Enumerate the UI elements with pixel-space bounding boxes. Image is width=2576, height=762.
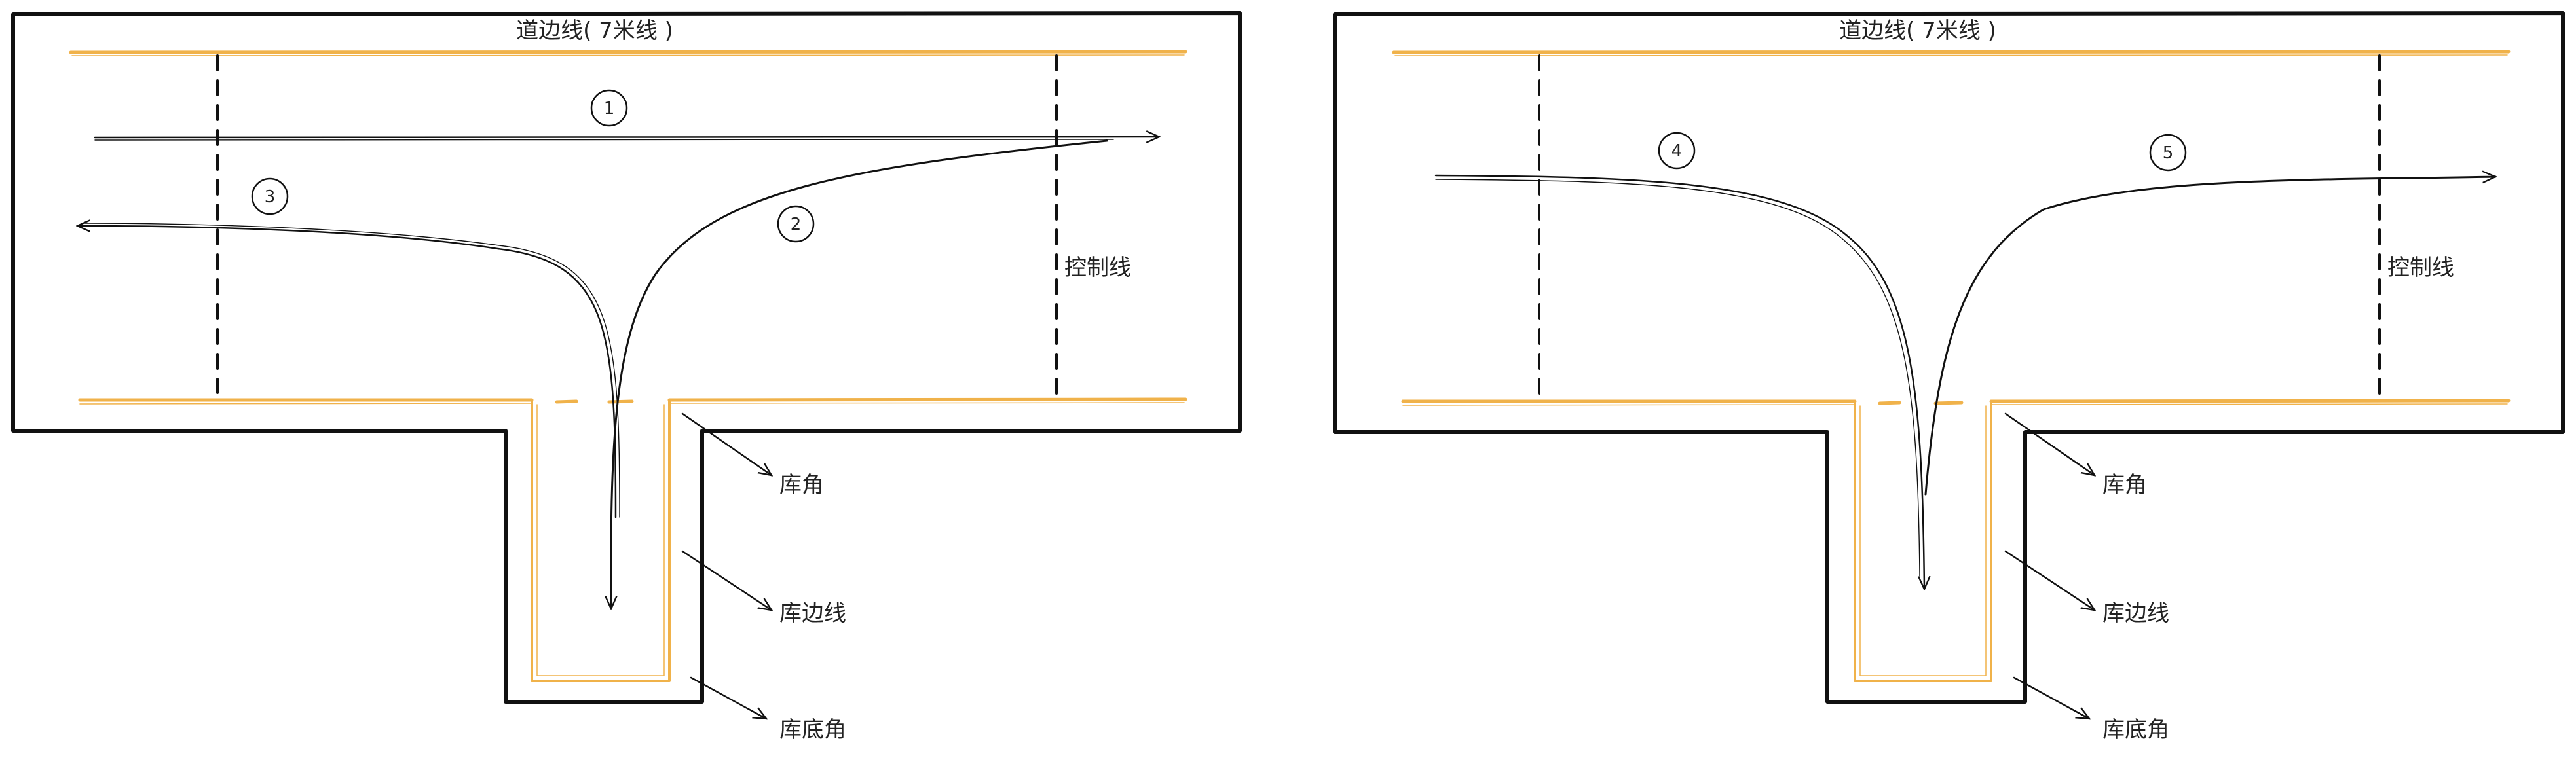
right-garage-bottom-corner-pointer (2013, 676, 2089, 719)
left-route-2 (611, 139, 1108, 609)
left-garage-bottom-corner-label: 库底角 (779, 717, 846, 743)
right-diagram: 4 5 道边线( 7米线 ) 控制线 库角 库边线 库底角 (1333, 11, 2565, 743)
svg-text:3: 3 (265, 187, 276, 207)
left-garage-edge-label: 库边线 (779, 600, 846, 626)
right-garage-corner-pointer (2004, 412, 2095, 475)
right-garage-bottom-corner-label: 库底角 (2102, 717, 2169, 743)
right-road-edge-label: 道边线( 7米线 ) (1839, 18, 1996, 44)
right-control-line-label: 控制线 (2387, 255, 2454, 281)
left-garage-bottom-corner-pointer (690, 676, 766, 719)
left-road-edge-label: 道边线( 7米线 ) (516, 18, 673, 44)
right-route-4 (1434, 174, 1924, 589)
right-route-marker-4: 4 (1658, 132, 1696, 170)
left-diagram: 1 2 3 道边线( 7米线 ) 控制线 库角 库边线 库底角 (11, 11, 1242, 743)
right-road-outline (1333, 11, 2565, 704)
right-garage-edge-pointer (2004, 550, 2095, 610)
left-garage-corner-pointer (681, 412, 772, 475)
right-route-5 (1924, 177, 2495, 496)
right-route-marker-5: 5 (2149, 134, 2187, 172)
left-road-edge-line-bottom (78, 397, 1187, 402)
left-route-3 (77, 226, 617, 518)
left-route-marker-1: 1 (590, 89, 628, 127)
svg-text:2: 2 (791, 215, 802, 234)
left-garage-outline (531, 399, 671, 682)
svg-text:1: 1 (604, 99, 615, 118)
right-garage-edge-label: 库边线 (2102, 600, 2169, 626)
left-garage-corner-label: 库角 (779, 472, 824, 498)
left-route-marker-3: 3 (251, 177, 289, 215)
right-garage-corner-label: 库角 (2102, 472, 2147, 498)
left-garage-edge-pointer (681, 550, 772, 610)
left-route-marker-2: 2 (777, 205, 815, 243)
left-road-outline (11, 11, 1242, 704)
svg-text:4: 4 (1671, 141, 1683, 161)
svg-text:5: 5 (2163, 143, 2174, 163)
right-garage-outline (1854, 400, 1992, 682)
left-control-line-label: 控制线 (1064, 255, 1131, 281)
